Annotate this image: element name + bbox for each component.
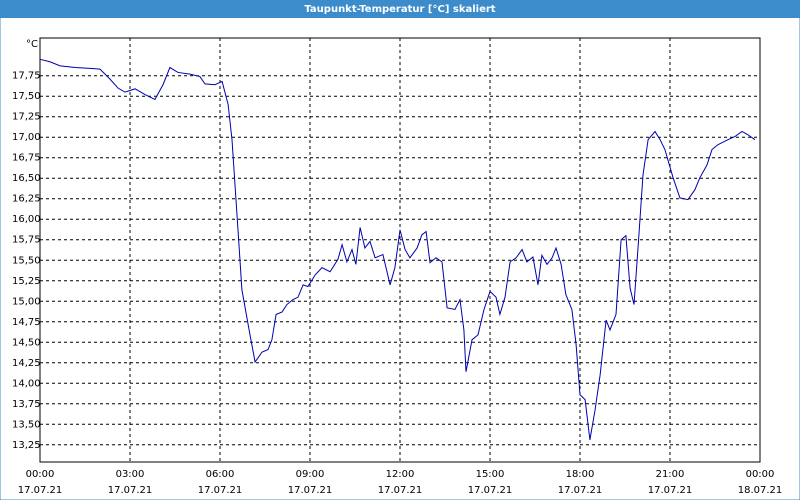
y-tick-label: 17,25	[12, 112, 41, 123]
x-tick-label: 18:00	[566, 469, 595, 480]
y-tick-label: 16,50	[12, 173, 41, 184]
y-tick-label: 13,50	[12, 419, 41, 430]
x-tick-label: 21:00	[656, 469, 685, 480]
x-tick-date: 18.07.21	[738, 485, 783, 496]
y-tick-label: 16,75	[12, 153, 41, 164]
x-tick-date: 17.07.21	[468, 485, 513, 496]
x-tick-date: 17.07.21	[648, 485, 693, 496]
y-tick-label: 16,25	[12, 194, 41, 205]
x-tick-label: 09:00	[296, 469, 325, 480]
x-tick-label: 03:00	[116, 469, 145, 480]
y-tick-label: 15,25	[12, 276, 41, 287]
x-tick-label: 00:00	[746, 469, 775, 480]
y-tick-label: 17,00	[12, 132, 41, 143]
y-tick-label: 15,50	[12, 255, 41, 266]
x-tick-date: 17.07.21	[288, 485, 333, 496]
y-unit: °C	[26, 39, 38, 50]
chart-title: Taupunkt-Temperatur [°C] skaliert	[304, 4, 495, 15]
x-tick-date: 17.07.21	[108, 485, 153, 496]
title-bar	[0, 0, 800, 18]
y-tick-label: 14,75	[12, 317, 41, 328]
y-tick-label: 14,25	[12, 358, 41, 369]
y-tick-label: 15,00	[12, 296, 41, 307]
y-tick-label: 17,50	[12, 91, 41, 102]
y-tick-label: 17,75	[12, 71, 41, 82]
y-tick-label: 15,75	[12, 235, 41, 246]
x-tick-label: 00:00	[26, 469, 55, 480]
x-tick-label: 15:00	[476, 469, 505, 480]
x-tick-date: 17.07.21	[558, 485, 603, 496]
y-tick-label: 13,25	[12, 440, 41, 451]
y-tick-label: 14,50	[12, 337, 41, 348]
data-line	[39, 58, 756, 440]
x-tick-date: 17.07.21	[18, 485, 63, 496]
x-tick-date: 17.07.21	[198, 485, 243, 496]
y-tick-label: 14,00	[12, 378, 41, 389]
y-tick-label: 16,00	[12, 214, 41, 225]
x-tick-label: 12:00	[386, 469, 415, 480]
x-tick-label: 06:00	[206, 469, 235, 480]
y-tick-label: 13,75	[12, 399, 41, 410]
x-tick-date: 17.07.21	[378, 485, 423, 496]
